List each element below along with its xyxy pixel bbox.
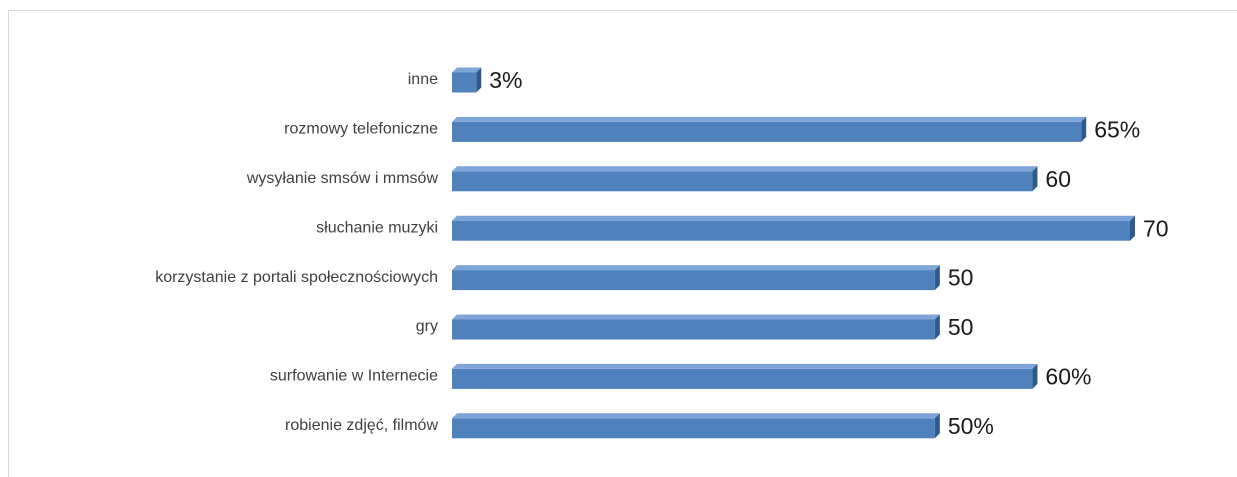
bar (452, 166, 1038, 192)
category-label: inne (408, 71, 438, 88)
bar (452, 215, 1135, 241)
category-label: robienie zdjęć, filmów (285, 417, 438, 434)
bar (452, 265, 940, 291)
bar (452, 314, 940, 340)
bar (452, 413, 940, 439)
bar-top (452, 314, 940, 320)
bar-front (452, 270, 935, 291)
bar-top (452, 166, 1038, 172)
category-label: gry (416, 318, 438, 335)
data-label: 60% (1045, 363, 1091, 389)
category-label: korzystanie z portali społecznościowych (155, 269, 438, 286)
data-label: 50 (948, 265, 974, 291)
bar-front (452, 72, 477, 93)
category-label: wysyłanie smsów i mmsów (246, 170, 439, 187)
bar-side (1032, 363, 1038, 389)
category-label: słuchanie muzyki (316, 219, 438, 236)
bar-front (452, 121, 1082, 142)
category-label: rozmowy telefoniczne (284, 121, 438, 138)
bar-side (1081, 116, 1087, 142)
bar-side (1032, 166, 1038, 192)
data-label: 50 (948, 314, 974, 340)
data-label: 70 (1143, 215, 1169, 241)
bar-side (934, 413, 940, 439)
data-label: 3% (489, 67, 522, 93)
data-label: 60 (1045, 166, 1071, 192)
bar (452, 67, 482, 93)
bar-top (452, 215, 1135, 221)
bar-front (452, 368, 1033, 389)
bar-front (452, 319, 935, 340)
bar-side (934, 314, 940, 340)
data-label: 50% (948, 413, 994, 439)
category-label: surfowanie w Internecie (270, 368, 438, 385)
bar-side (1130, 215, 1135, 241)
bar-side (934, 265, 940, 291)
bar (452, 363, 1038, 389)
bar-side (476, 67, 482, 93)
bar-top (452, 116, 1087, 122)
data-label: 65% (1094, 116, 1140, 142)
bar-top (452, 67, 482, 73)
bar-top (452, 413, 940, 419)
bar (452, 116, 1087, 142)
bar-front (452, 418, 935, 439)
bar-front (452, 171, 1033, 192)
bar-top (452, 363, 1038, 369)
bar-top (452, 265, 940, 271)
bar-front (452, 220, 1130, 241)
